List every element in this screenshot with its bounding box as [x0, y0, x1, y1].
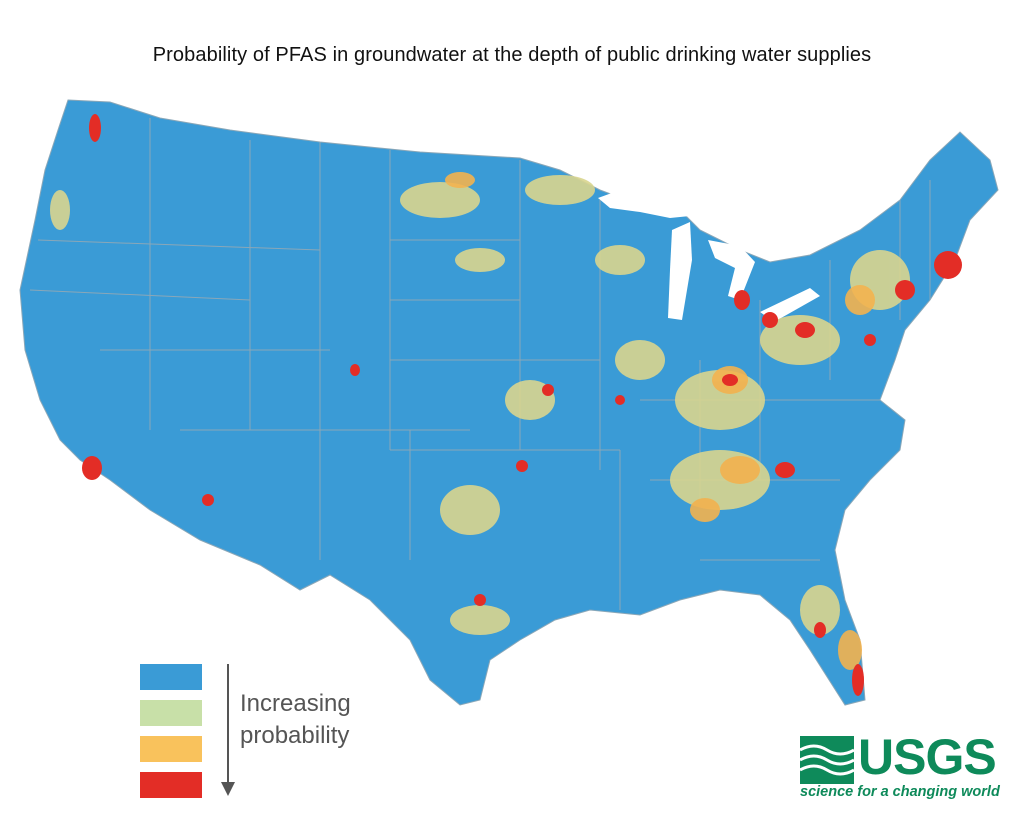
legend-swatch-lowest	[140, 664, 202, 690]
usgs-logo: USGS science for a changing world	[800, 729, 1000, 806]
usgs-wave-icon	[800, 736, 854, 784]
medium-probability-areas	[50, 175, 910, 635]
increasing-arrow-icon	[221, 664, 235, 796]
legend-swatch-high	[140, 736, 202, 762]
legend-swatch-highest	[140, 772, 202, 798]
legend-swatch-medium	[140, 700, 202, 726]
legend-label-line1: Increasing	[240, 690, 351, 717]
lake-superior	[598, 190, 700, 218]
usgs-tagline: science for a changing world	[800, 784, 1000, 800]
lake-michigan	[668, 222, 692, 320]
map-title: Probability of PFAS in groundwater at th…	[152, 44, 872, 66]
legend-label-line2: probability	[240, 722, 350, 749]
usgs-wordmark: USGS	[858, 729, 997, 785]
highest-probability-areas	[82, 114, 962, 696]
legend-label: Increasing probability	[240, 688, 351, 752]
lake-huron	[708, 240, 755, 300]
lake-erie	[760, 288, 820, 322]
